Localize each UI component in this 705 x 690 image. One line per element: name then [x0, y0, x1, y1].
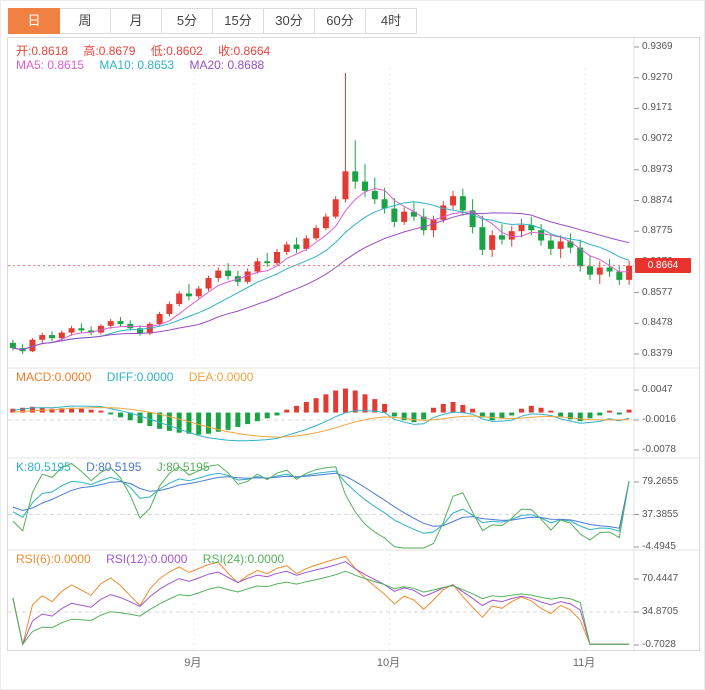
chart-canvas[interactable]: [8, 38, 701, 652]
y-axis-label: 70.4447: [642, 573, 679, 584]
y-axis-label: 79.2655: [642, 476, 679, 487]
y-axis-label: -0.0016: [642, 414, 676, 425]
y-axis-label: 0.8478: [642, 317, 673, 329]
y-axis-label: 0.9270: [642, 71, 673, 83]
close-value: 收:0.8664: [218, 44, 271, 58]
d-value: D:80.5195: [86, 460, 142, 474]
tab-monthly[interactable]: 月: [110, 8, 162, 34]
y-axis-label: -0.7028: [642, 639, 676, 650]
y-axis-label: 0.9171: [642, 102, 673, 114]
y-axis-label: 0.8379: [642, 348, 673, 359]
macd-legend: MACD:0.0000 DIFF:0.0000 DEA:0.0000: [16, 370, 265, 384]
y-axis-label: 34.8705: [642, 606, 679, 617]
tab-daily[interactable]: 日: [8, 8, 60, 34]
ma-legend: MA5: 0.8615 MA10: 0.8653 MA20: 0.8688: [16, 58, 276, 72]
y-axis-label: 0.8775: [642, 225, 673, 237]
ma10-value: MA10: 0.8653: [99, 58, 175, 72]
tab-60min[interactable]: 60分: [314, 8, 366, 34]
y-axis-label: 0.8874: [642, 194, 673, 206]
ohlc-legend: 开:0.8618 高:0.8679 低:0.8602 收:0.8664: [16, 42, 282, 59]
tab-15min[interactable]: 15分: [212, 8, 264, 34]
y-axis-label: 0.8577: [642, 286, 673, 298]
y-axis-label: 37.3855: [642, 508, 679, 520]
low-value: 低:0.8602: [150, 44, 203, 58]
y-axis-label: 0.0047: [642, 384, 673, 395]
x-axis-month-label: 11月: [572, 657, 596, 669]
open-value: 开:0.8618: [16, 44, 69, 58]
rsi24-value: RSI(24):0.0000: [202, 552, 285, 566]
chart-area: 0.9369 0.9270 0.9171 0.9072 0.8973 0.8874 0.87…: [7, 37, 701, 652]
last-price-badge: 0.8664: [635, 258, 691, 274]
kdj-legend: K:80.5195 D:80.5195 J:80.5195: [16, 460, 222, 474]
y-axis-label: -4.4945: [642, 541, 676, 552]
ma20-value: MA20: 0.8688: [189, 58, 265, 72]
rsi6-value: RSI(6):0.0000: [16, 552, 91, 566]
timeframe-tabbar: 日 周 月 5分 15分 30分 60分 4时: [8, 8, 417, 34]
ma5-value: MA5: 0.8615: [16, 58, 85, 72]
macd-value: MACD:0.0000: [16, 370, 92, 384]
time-axis: 9月 10月 11月: [7, 654, 700, 670]
y-axis-label: -0.0078: [642, 444, 676, 455]
j-value: J:80.5195: [156, 460, 210, 474]
y-axis-label: 0.8973: [642, 163, 673, 175]
y-axis-label: 0.9369: [642, 41, 673, 52]
high-value: 高:0.8679: [83, 44, 136, 58]
tab-4hour[interactable]: 4时: [365, 8, 417, 34]
price-axis: 0.9369 0.9270 0.9171 0.9072 0.8973 0.8874 0.87…: [642, 38, 700, 652]
rsi-legend: RSI(6):0.0000 RSI(12):0.0000 RSI(24):0.0…: [16, 552, 296, 566]
k-value: K:80.5195: [16, 460, 71, 474]
tab-weekly[interactable]: 周: [59, 8, 111, 34]
dea-value: DEA:0.0000: [188, 370, 254, 384]
y-axis-label: 0.9072: [642, 133, 673, 145]
tab-30min[interactable]: 30分: [263, 8, 315, 34]
x-axis-month-label: 10月: [376, 657, 401, 669]
diff-value: DIFF:0.0000: [106, 370, 174, 384]
rsi12-value: RSI(12):0.0000: [106, 552, 188, 566]
tab-5min[interactable]: 5分: [161, 8, 213, 34]
x-axis-month-label: 9月: [184, 657, 202, 669]
